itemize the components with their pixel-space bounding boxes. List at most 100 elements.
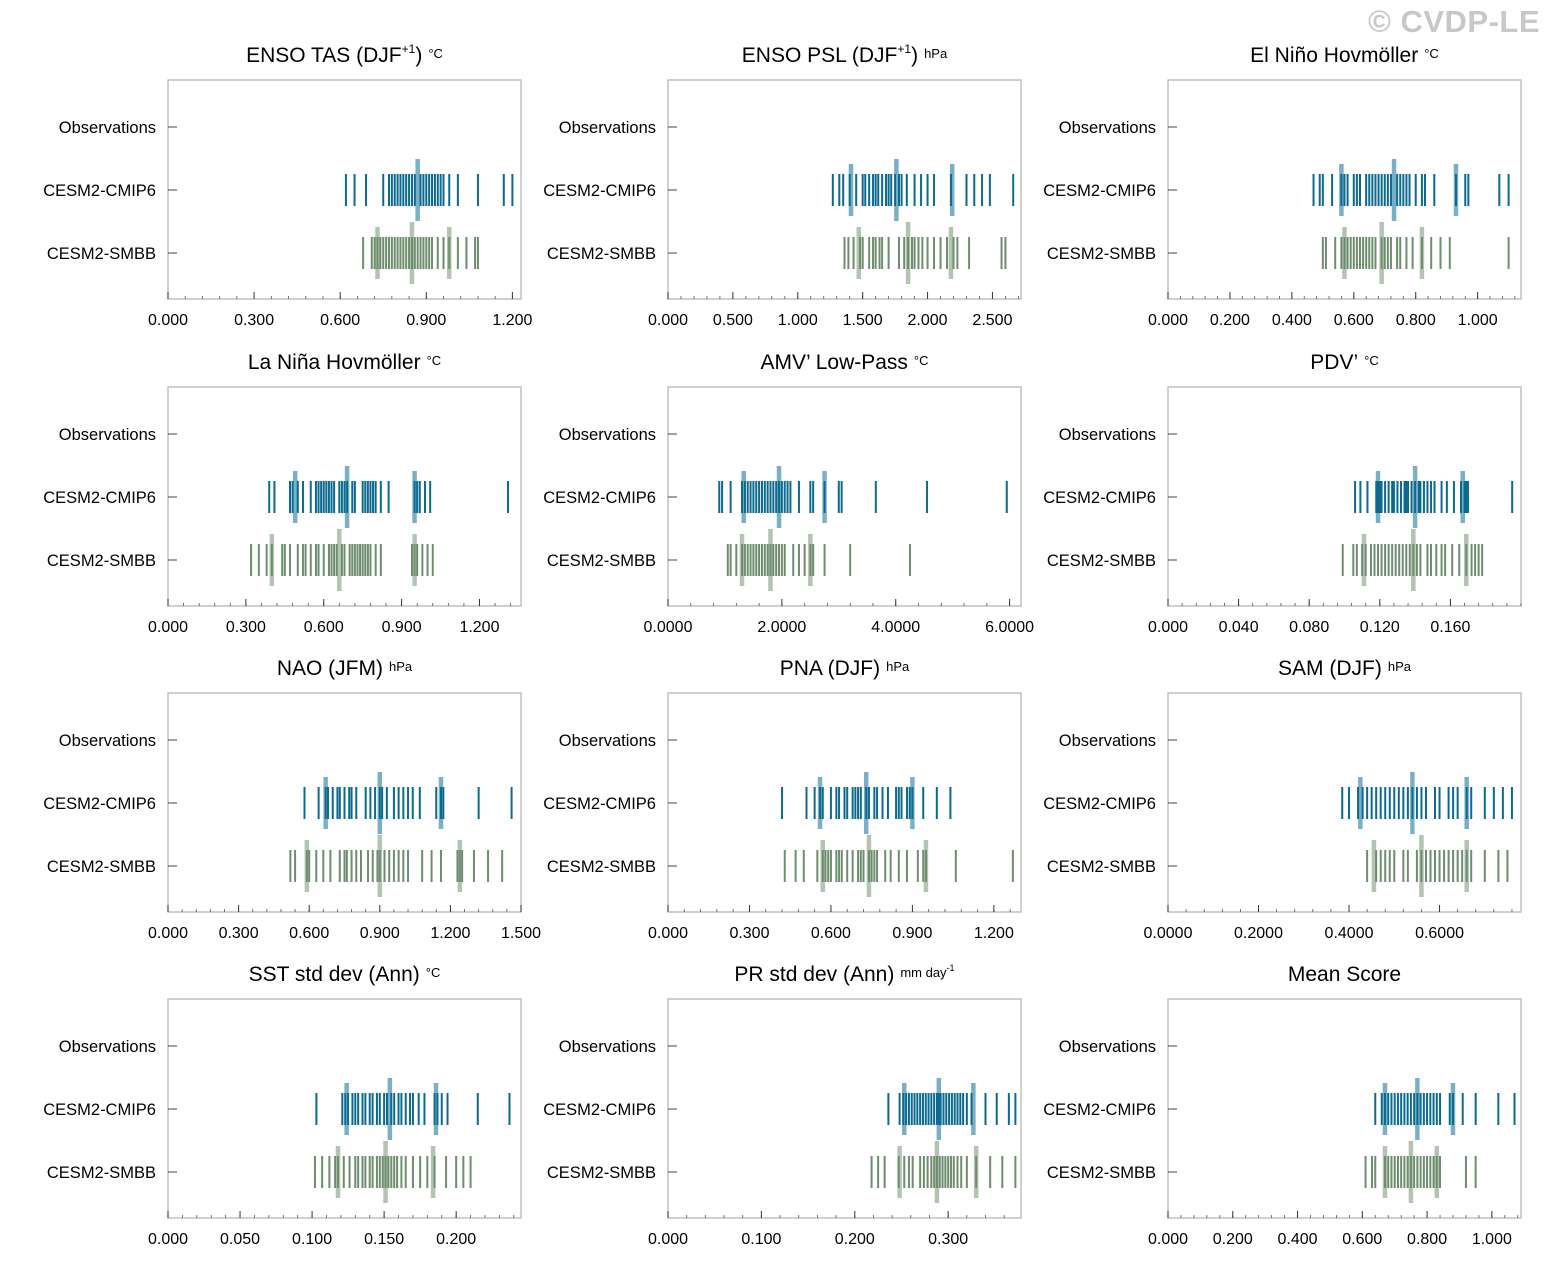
chart-panel: El Niño Hovmöller °C Observations CESM2-CMI…: [1043, 44, 1522, 329]
x-tick-label: 0.4000: [1325, 925, 1374, 942]
x-tick-label: 0.800: [1396, 312, 1436, 329]
x-tick-label: 2.500: [972, 312, 1012, 329]
chart-title: Mean Score: [1288, 963, 1401, 986]
chart-panel: SAM (DJF) hPa Observations CESM2-CMIP6 CESM2…: [1043, 657, 1522, 942]
category-label: Observations: [559, 426, 656, 444]
x-tick-label: 0.160: [1430, 619, 1470, 636]
chart-units: °C: [428, 46, 443, 61]
x-tick-label: 0.600: [289, 925, 329, 942]
category-label: CESM2-CMIP6: [1043, 489, 1156, 507]
x-tick-label: 0.200: [1213, 1231, 1253, 1248]
x-tick-label: 0.0000: [644, 619, 693, 636]
x-tick-label: 2.0000: [757, 619, 806, 636]
chart-title: SAM (DJF) hPa: [1278, 657, 1412, 680]
x-tick-label: 1.500: [501, 925, 541, 942]
x-tick-label: 0.000: [148, 312, 188, 329]
chart-panel: Mean Score Observations CESM2-CMIP6 CESM2-S…: [1043, 963, 1522, 1248]
x-tick-label: 0.000: [648, 312, 688, 329]
chart-title-main: ENSO TAS (DJF: [246, 44, 402, 67]
x-tick-label: 0.300: [226, 619, 266, 636]
x-tick-label: 0.300: [928, 1231, 968, 1248]
chart-units: °C: [427, 353, 442, 368]
category-label: CESM2-CMIP6: [543, 795, 656, 813]
chart-units: hPa: [389, 659, 413, 674]
chart-panel: AMV’ Low-Pass °C Observations CESM2-CMIP6 CE…: [543, 351, 1034, 636]
x-tick-label: 0.900: [406, 312, 446, 329]
plot-frame: [1167, 998, 1522, 1219]
chart-units: °C: [914, 353, 929, 368]
x-tick-label: 0.300: [219, 925, 259, 942]
category-label: CESM2-SMBB: [47, 245, 156, 263]
x-tick-label: 0.600: [320, 312, 360, 329]
plot-frame: [667, 998, 1022, 1219]
chart-panel: ENSO TAS (DJF+1) °C Observations CESM2-CMIP…: [43, 42, 532, 329]
x-tick-label: 0.300: [729, 925, 769, 942]
category-label: CESM2-SMBB: [547, 245, 656, 263]
category-label: CESM2-SMBB: [47, 552, 156, 570]
x-tick-label: 0.150: [364, 1231, 404, 1248]
category-label: Observations: [1059, 1038, 1156, 1056]
chart-title: PDV’ °C: [1310, 351, 1378, 374]
chart-title-main: Mean Score: [1288, 963, 1401, 986]
chart-units: hPa: [886, 659, 910, 674]
x-tick-label: 0.200: [436, 1231, 476, 1248]
category-label: CESM2-SMBB: [1047, 245, 1156, 263]
chart-title: AMV’ Low-Pass °C: [760, 351, 928, 374]
chart-units: hPa: [924, 46, 948, 61]
category-label: CESM2-CMIP6: [1043, 795, 1156, 813]
category-label: CESM2-CMIP6: [1043, 182, 1156, 200]
plot-frame: [167, 79, 522, 300]
chart-title: ENSO PSL (DJF+1) hPa: [742, 42, 948, 67]
x-tick-label: 0.600: [1342, 1231, 1382, 1248]
x-tick-label: 0.100: [292, 1231, 332, 1248]
category-label: Observations: [559, 119, 656, 137]
category-label: Observations: [1059, 119, 1156, 137]
category-label: CESM2-CMIP6: [543, 489, 656, 507]
x-tick-label: 0.000: [1148, 312, 1188, 329]
chart-title-main: ENSO PSL (DJF: [742, 44, 898, 67]
chart-title-close: ): [911, 44, 918, 67]
x-tick-label: 0.200: [1210, 312, 1250, 329]
x-tick-label: 0.500: [713, 312, 753, 329]
x-tick-label: 0.040: [1219, 619, 1259, 636]
category-label: CESM2-SMBB: [47, 858, 156, 876]
plot-frame: [667, 386, 1022, 607]
x-tick-label: 1.200: [459, 619, 499, 636]
chart-units: °C: [1364, 353, 1379, 368]
chart-title: ENSO TAS (DJF+1) °C: [246, 42, 443, 67]
category-label: Observations: [59, 426, 156, 444]
x-tick-label: 0.000: [148, 1231, 188, 1248]
x-tick-label: 0.2000: [1234, 925, 1283, 942]
chart-units: °C: [1424, 46, 1439, 61]
chart-title-main: La Niña Hovmöller: [248, 351, 421, 374]
x-tick-label: 2.000: [908, 312, 948, 329]
category-label: CESM2-CMIP6: [1043, 1101, 1156, 1119]
category-label: Observations: [559, 732, 656, 750]
chart-title-main: PR std dev (Ann): [734, 963, 894, 986]
category-label: CESM2-SMBB: [1047, 858, 1156, 876]
x-tick-label: 1.200: [974, 925, 1014, 942]
chart-panel: PR std dev (Ann) mm day-1 Observations CESM…: [543, 963, 1022, 1248]
x-tick-label: 0.080: [1289, 619, 1329, 636]
x-tick-label: 0.600: [811, 925, 851, 942]
category-label: Observations: [1059, 732, 1156, 750]
chart-title: El Niño Hovmöller °C: [1250, 44, 1439, 67]
x-tick-label: 0.900: [382, 619, 422, 636]
category-label: Observations: [59, 1038, 156, 1056]
x-tick-label: 1.000: [1472, 1231, 1512, 1248]
x-tick-label: 1.200: [430, 925, 470, 942]
x-tick-label: 0.200: [835, 1231, 875, 1248]
chart-units-sup: -1: [947, 963, 955, 973]
x-tick-label: 0.6000: [1415, 925, 1464, 942]
chart-title-main: SAM (DJF): [1278, 657, 1382, 680]
x-tick-label: 0.600: [1334, 312, 1374, 329]
chart-title-sup: +1: [402, 42, 416, 56]
chart-panel: NAO (JFM) hPa Observations CESM2-CMIP6 CESM2…: [43, 657, 541, 942]
x-tick-label: 0.120: [1360, 619, 1400, 636]
chart-title: PR std dev (Ann) mm day-1: [734, 963, 954, 986]
x-tick-label: 0.900: [360, 925, 400, 942]
x-tick-label: 0.400: [1278, 1231, 1318, 1248]
x-tick-label: 1.200: [492, 312, 532, 329]
chart-title-main: AMV’ Low-Pass: [760, 351, 907, 374]
category-label: CESM2-SMBB: [47, 1164, 156, 1182]
